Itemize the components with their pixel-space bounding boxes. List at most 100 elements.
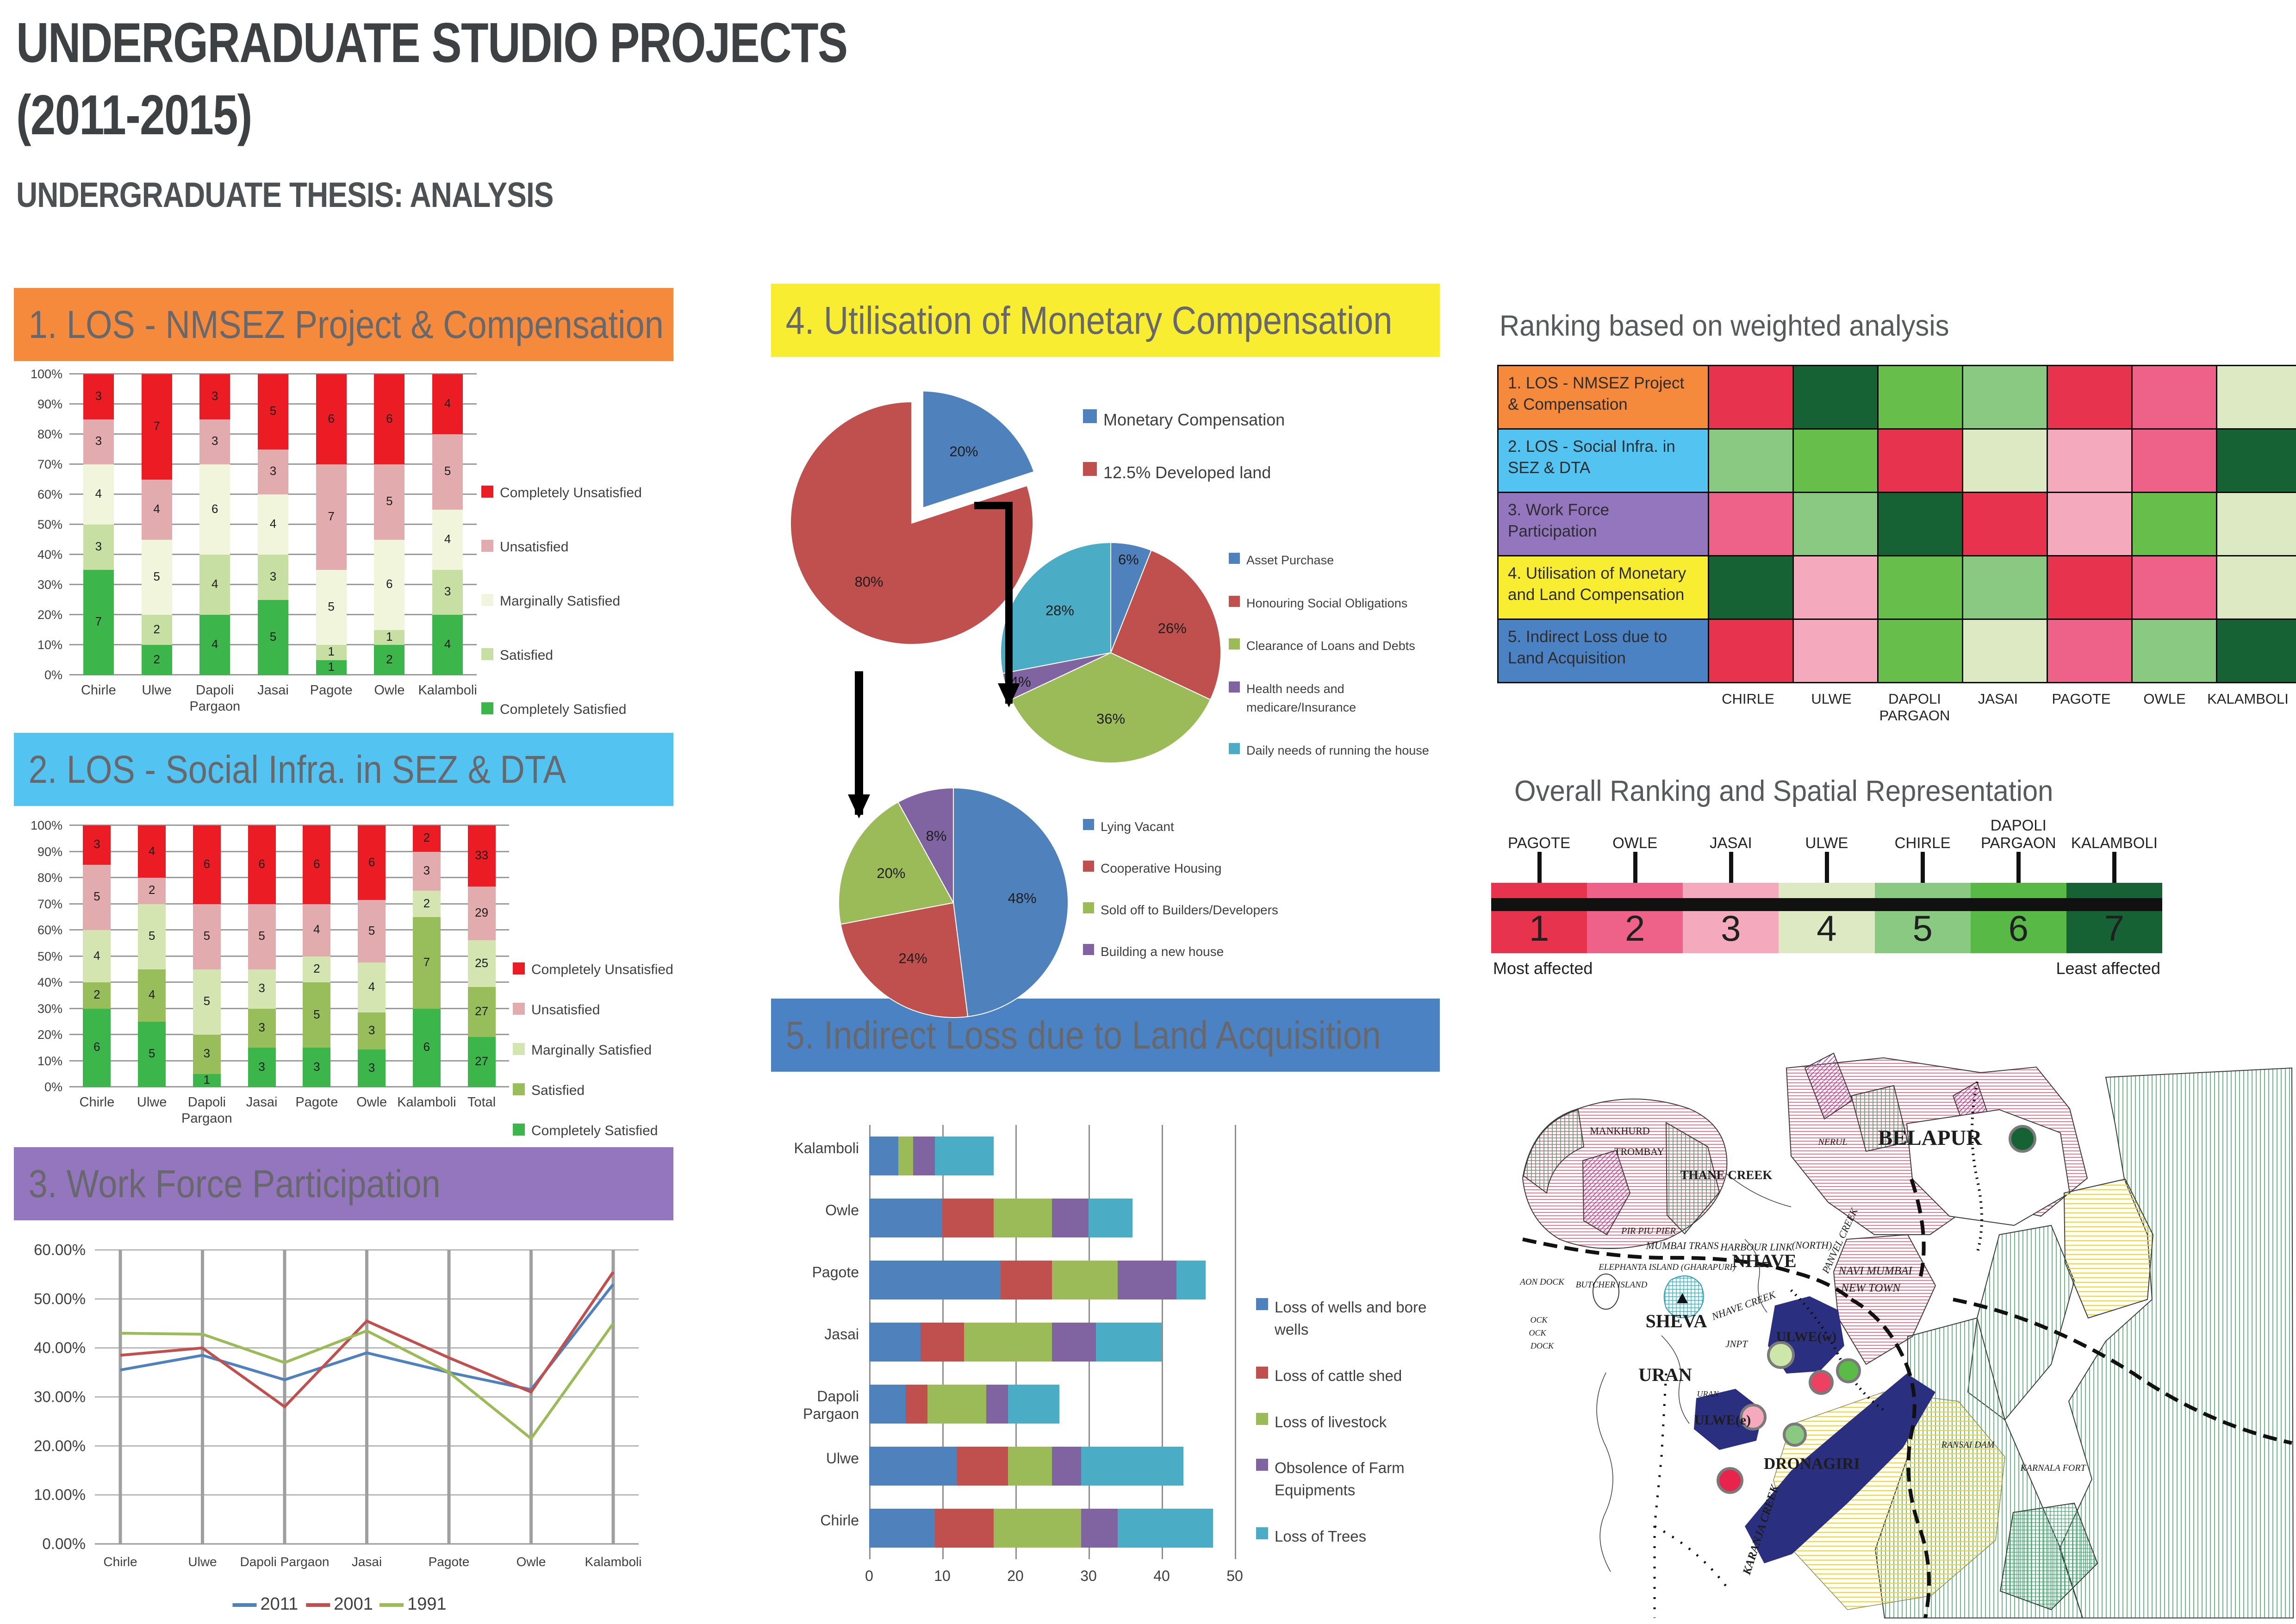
y-axis-label: 100% bbox=[30, 818, 62, 832]
map-label: THANE CREEK bbox=[1680, 1168, 1773, 1182]
legend-item: Unsatisfied bbox=[481, 538, 642, 556]
map-label: NHAVE bbox=[1732, 1250, 1796, 1271]
legend: Completely Unsatisfied Unsatisfied Margina… bbox=[481, 484, 642, 718]
legend-label: Completely Satisfied bbox=[500, 702, 627, 717]
bar-segment bbox=[1052, 1199, 1089, 1237]
category-label: Jasai bbox=[257, 683, 289, 698]
segment-value: 5 bbox=[386, 494, 393, 508]
y-axis-label: 90% bbox=[37, 844, 62, 859]
bar-segment: 3 bbox=[358, 1049, 386, 1087]
bar-segment bbox=[869, 1199, 942, 1237]
bar-segment: 1 bbox=[316, 660, 347, 675]
bar-segment: 1 bbox=[316, 644, 347, 660]
legend-swatch bbox=[1083, 902, 1094, 913]
segment-value: 5 bbox=[313, 1007, 320, 1021]
bar-segment: 3 bbox=[358, 1012, 386, 1050]
bar-segment: 4 bbox=[141, 479, 172, 540]
bar-segment bbox=[935, 1137, 994, 1175]
segment-value: 3 bbox=[95, 434, 102, 448]
legend-label: Satisfied bbox=[531, 1083, 585, 1098]
bar-segment bbox=[927, 1385, 986, 1424]
heatmap-cell-ulwe bbox=[1794, 366, 1877, 428]
overall-ranking-title: Overall Ranking and Spatial Representati… bbox=[1514, 775, 2053, 807]
legend-label: Sold off to Builders/Developers bbox=[1101, 903, 1278, 917]
bar-segment bbox=[869, 1447, 957, 1486]
svg-text:80%: 80% bbox=[855, 574, 884, 590]
pie-compensation-split: 20% 80% bbox=[768, 380, 1055, 685]
heatmap-column-label: CHIRLE bbox=[1722, 691, 1774, 707]
scale-block-6: 6 bbox=[1970, 883, 2066, 953]
map-label: ULWE(w) bbox=[1776, 1329, 1837, 1344]
segment-value: 2 bbox=[423, 831, 430, 845]
map-label: MUMBAI TRANS bbox=[1645, 1240, 1718, 1251]
legend-item: Loss of Trees bbox=[1256, 1525, 1432, 1548]
svg-text:1991: 1991 bbox=[407, 1594, 447, 1614]
map-label: PIR PIU PIER bbox=[1621, 1226, 1676, 1236]
gridline bbox=[69, 824, 509, 826]
category-label: Chirle bbox=[81, 683, 116, 698]
y-axis-label: 70% bbox=[37, 457, 62, 471]
scale-place-label: PAGOTE bbox=[1508, 834, 1571, 852]
pie-land-utilisation: 48% 24% 20% 8% bbox=[828, 778, 1078, 1028]
segment-value: 4 bbox=[95, 486, 102, 500]
scale-rank-number: 2 bbox=[1625, 908, 1645, 949]
segment-value: 33 bbox=[475, 848, 489, 862]
legend-label: Completely Satisfied bbox=[531, 1123, 658, 1138]
legend-item: Completely Unsatisfied bbox=[513, 961, 673, 979]
segment-value: 4 bbox=[444, 637, 451, 651]
segment-value: 4 bbox=[93, 948, 100, 962]
legend-label: Cooperative Housing bbox=[1101, 861, 1222, 875]
bar-segment: 6 bbox=[83, 1008, 111, 1087]
legend-swatch bbox=[481, 594, 493, 606]
legend-label: Satisfied bbox=[500, 648, 554, 663]
scale-tick bbox=[1825, 852, 1829, 898]
segment-value: 3 bbox=[423, 863, 430, 877]
segment-value: 4 bbox=[212, 576, 218, 591]
segment-value: 2 bbox=[93, 987, 100, 1002]
segment-value: 3 bbox=[93, 837, 100, 851]
gridline bbox=[69, 373, 477, 375]
bar-segment: 3 bbox=[432, 569, 463, 615]
category-label: Owle bbox=[825, 1202, 859, 1218]
bar-segment: 2 bbox=[412, 825, 441, 852]
pie-chart: 6% 26% 36% 4% 28% bbox=[1000, 542, 1221, 763]
pie1-legend: Monetary Compensation 12.5% Developed lan… bbox=[1083, 407, 1416, 485]
bar-segment bbox=[1052, 1323, 1096, 1362]
scale-tick bbox=[1921, 852, 1925, 898]
bar-ulwe bbox=[869, 1447, 1184, 1486]
scale-block-1: 1 bbox=[1491, 883, 1587, 953]
bar-segment: 27 bbox=[467, 987, 496, 1037]
y-axis-label: 10% bbox=[37, 638, 62, 652]
bar-segment: 6 bbox=[193, 825, 221, 904]
map-label: URAN bbox=[1697, 1389, 1719, 1399]
segment-value: 4 bbox=[269, 516, 277, 531]
section-header-5: 5. Indirect Loss due to Land Acquisition bbox=[771, 999, 1440, 1072]
legend-swatch bbox=[1083, 409, 1097, 423]
category-label: Jasai bbox=[246, 1095, 278, 1110]
segment-value: 4 bbox=[212, 637, 218, 651]
heatmap-cell-dapoli-pargaon bbox=[1879, 620, 1962, 682]
map-label: BELAPUR bbox=[1878, 1126, 1983, 1150]
heatmap-cell-pagote bbox=[2048, 493, 2131, 555]
pie-slice-26 bbox=[1110, 550, 1221, 700]
heatmap-column-label: JASAI bbox=[1978, 691, 2018, 707]
x-axis-label: 20 bbox=[1007, 1568, 1024, 1584]
heatmap-cell-kalamboli bbox=[2217, 556, 2296, 618]
gridline bbox=[69, 850, 509, 852]
map-rank-dots bbox=[1717, 1125, 2036, 1494]
scale-place-label: ULWE bbox=[1805, 834, 1848, 852]
scale-tick bbox=[1729, 852, 1733, 898]
legend-item: Monetary Compensation bbox=[1083, 407, 1416, 432]
bar-ulwe: 2 2 5 4 7 bbox=[141, 374, 172, 675]
heatmap-cell-pagote bbox=[2048, 430, 2131, 492]
scale-place-label: KALAMBOLI bbox=[2071, 834, 2158, 852]
bar-segment: 27 bbox=[467, 1037, 496, 1087]
scale-place-label: JASAI bbox=[1710, 834, 1752, 852]
legend-item: Building a new house bbox=[1083, 942, 1324, 962]
bar-dapoli-pargaon: 1 3 5 5 6 bbox=[193, 825, 221, 1087]
bar-segment bbox=[1008, 1447, 1052, 1486]
scale-block-4: 4 bbox=[1779, 883, 1875, 953]
legend-swatch bbox=[1229, 553, 1240, 564]
map-label: OCK bbox=[1530, 1315, 1548, 1324]
map-label: HARBOUR LINK bbox=[1720, 1241, 1793, 1253]
